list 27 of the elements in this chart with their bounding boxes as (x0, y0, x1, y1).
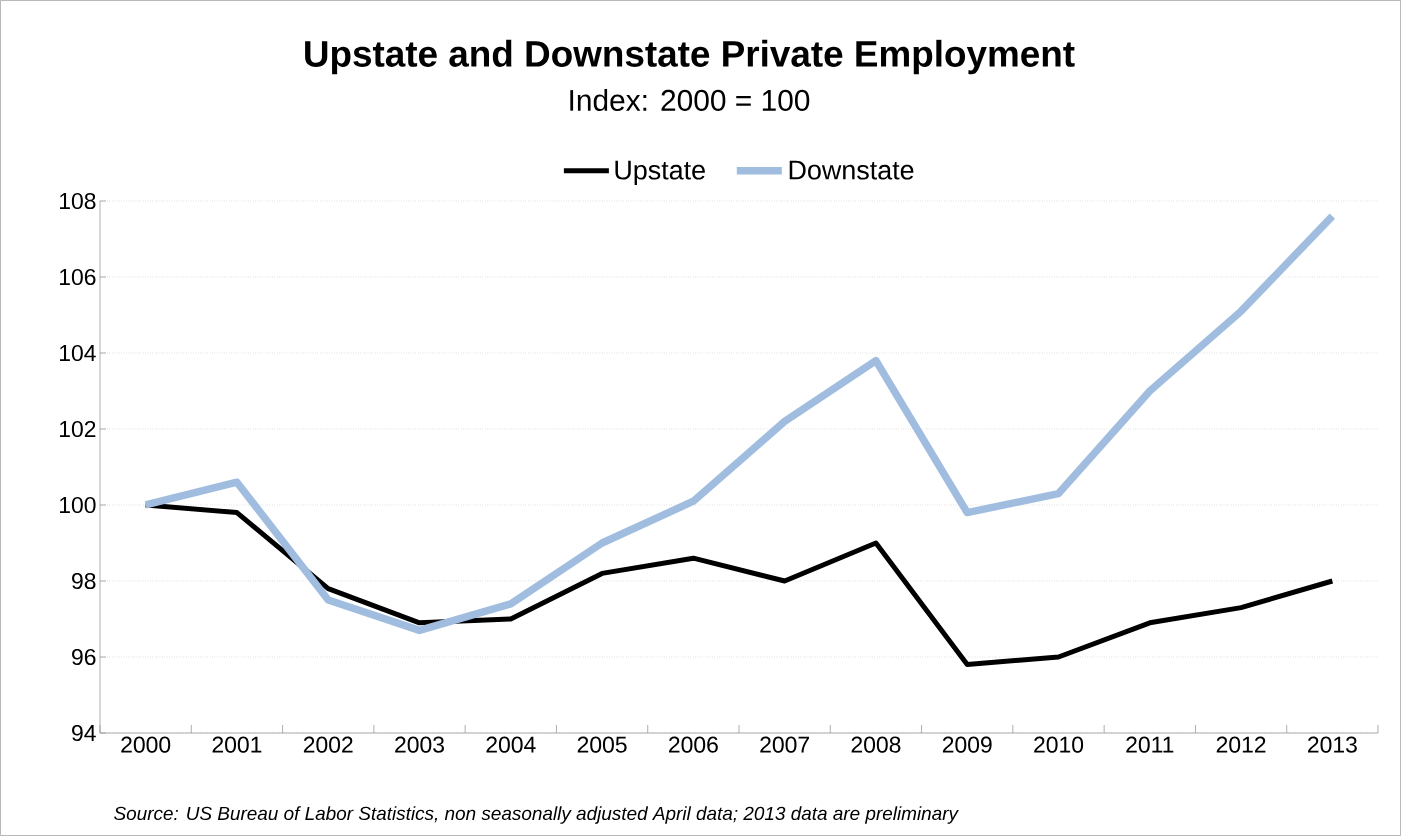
x-tick-label: 2001 (212, 736, 262, 753)
y-tick-label: 98 (72, 572, 96, 590)
x-tick-label: 2006 (669, 736, 718, 753)
chart-subtitle: Index: 2000 = 100 (570, 89, 810, 111)
x-tick-label: 2007 (760, 736, 809, 753)
x-tick-label: 2004 (486, 736, 536, 753)
y-tick-label: 94 (72, 724, 96, 742)
x-tick-label: 2010 (1034, 736, 1084, 753)
x-tick-label: 2002 (303, 736, 353, 753)
y-tick-label: 96 (72, 648, 96, 666)
y-tick-label: 108 (60, 192, 96, 210)
x-tick-label: 2009 (942, 736, 992, 753)
x-tick-label: 2012 (1216, 736, 1266, 753)
chart-title: Upstate and Downstate Private Employment (305, 39, 1075, 75)
y-tick-label: 100 (60, 496, 96, 514)
legend-label: Downstate (789, 160, 914, 180)
y-tick-label: 106 (60, 268, 96, 286)
y-tick-label: 104 (60, 344, 96, 362)
x-tick-label: 2005 (577, 736, 627, 753)
source-note: Source: US Bureau of Labor Statistics, non seasonally adjusted April data; 2013 data are preliminary (114, 806, 959, 824)
x-tick-label: 2013 (1308, 736, 1357, 753)
x-tick-label: 2003 (395, 736, 444, 753)
legend-label: Upstate (615, 160, 705, 185)
x-tick-label: 2000 (121, 736, 171, 753)
x-tick-label: 2008 (851, 736, 901, 753)
x-tick-label: 2011 (1126, 736, 1174, 753)
y-tick-label: 102 (60, 420, 96, 438)
